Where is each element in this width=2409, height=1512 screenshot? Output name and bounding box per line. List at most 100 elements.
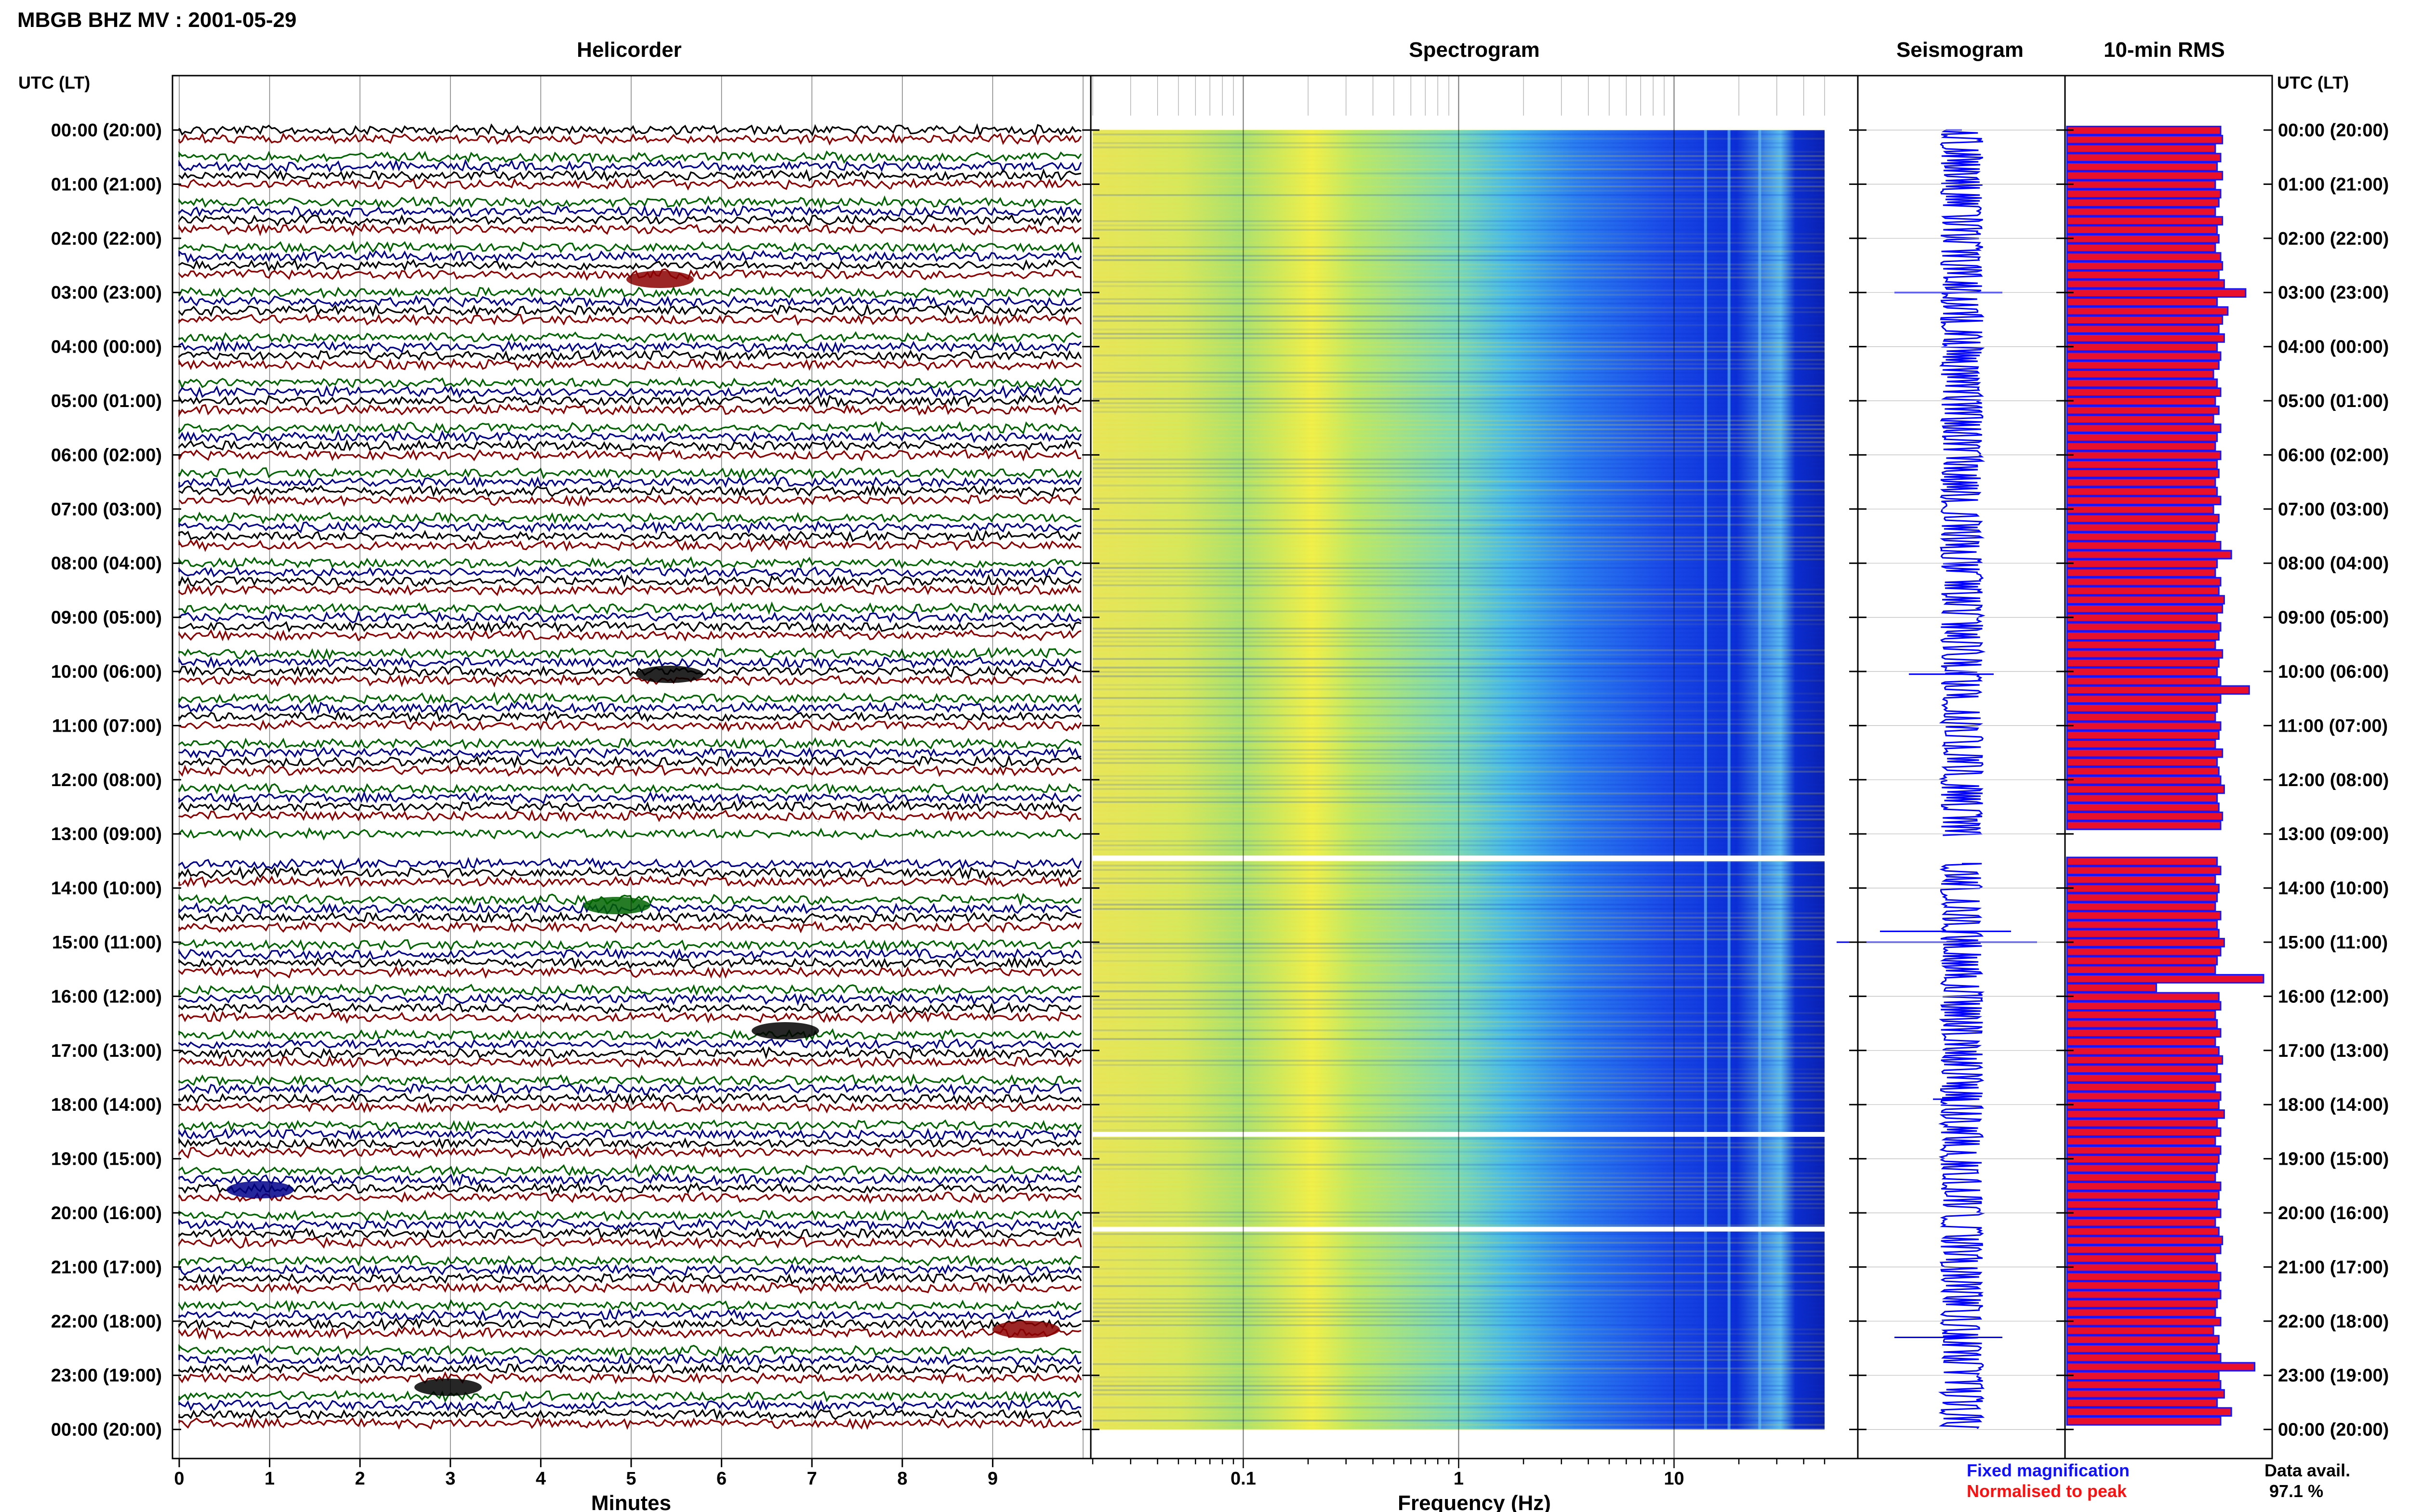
rms-bar [2066,315,2224,325]
helicorder-trace [178,893,1082,907]
helicorder-event [414,1379,482,1396]
helicorder-trace [178,1390,1082,1403]
rms-bar [2066,540,2222,551]
minute-tick-label: 7 [807,1469,817,1489]
helicorder-trace [178,665,1082,678]
rms-bar [2066,757,2218,767]
rms-bar [2066,622,2222,632]
helicorder-event [583,897,650,914]
helicorder-trace [178,1317,1082,1331]
time-label-left: 11:00 (07:00) [52,716,162,736]
helicorder-event [226,1181,294,1198]
rms-bars [2066,126,2264,1426]
helicorder-trace [178,809,1082,823]
helicorder-trace [178,376,1082,390]
helicorder-trace [178,303,1082,317]
helicorder-trace [178,592,1082,606]
rms-bar [2066,144,2216,154]
rms-bar [2066,162,2218,171]
time-label-left: 04:00 (00:00) [51,337,162,357]
helicorder-trace [178,565,1082,579]
helicorder-trace [178,1335,1082,1348]
rms-bar [2066,712,2216,722]
rms-bar [2066,1172,2216,1182]
rms-bar [2066,378,2218,388]
rms-bar [2066,306,2229,316]
helicorder-trace [178,520,1082,534]
helicorder-trace [178,412,1082,425]
rms-bar [2066,1145,2222,1155]
helicorder-trace [178,123,1082,138]
rms-bar [2066,396,2216,406]
left-axis-title: UTC (LT) [18,73,90,92]
time-label-left: 13:00 (09:00) [51,824,162,844]
helicorder-trace [178,141,1082,155]
time-label-left: 23:00 (19:00) [51,1366,162,1386]
helicorder-trace [178,1001,1082,1014]
time-label-right: 05:00 (01:00) [2278,391,2389,411]
rms-bar [2066,1416,2222,1426]
rms-bar [2066,866,2222,876]
helicorder-trace [178,548,1082,562]
rms-bar [2066,1344,2218,1354]
rms-bar [2066,252,2222,262]
helicorder-trace [178,322,1082,335]
helicorder-trace [178,394,1082,408]
time-label-right: 21:00 (17:00) [2278,1257,2389,1277]
helicorder-trace [178,403,1082,418]
rms-bar [2066,441,2216,451]
frequency-tick-label: 10 [1664,1469,1684,1489]
rms-bar [2066,739,2216,749]
helicorder-trace [178,911,1082,924]
rms-bar [2066,189,2222,198]
spectrogram-xlabel: Frequency (Hz) [1398,1491,1551,1512]
helicorder-trace [178,1254,1082,1268]
rms-bar [2066,1272,2222,1282]
right-axis-title: UTC (LT) [2277,73,2349,92]
helicorder-trace [178,1380,1082,1394]
helicorder-trace [178,656,1082,670]
rms-bar [2066,342,2218,352]
rms-bar [2066,766,2220,776]
rms-bar [2066,270,2220,280]
rms-bar [2066,685,2250,695]
time-label-right: 01:00 (21:00) [2278,174,2389,195]
rms-bar [2066,1299,2218,1309]
time-label-left: 20:00 (16:00) [51,1203,162,1223]
rms-bar [2066,1136,2216,1146]
time-label-left: 19:00 (15:00) [51,1149,162,1170]
helicorder-trace [178,610,1082,624]
time-label-left: 06:00 (02:00) [51,445,162,465]
rms-bar [2066,243,2216,253]
helicorder-trace [178,1398,1082,1412]
helicorder-trace [178,1173,1082,1187]
rms-bar [2066,225,2218,235]
rms-bar [2066,1226,2220,1236]
rms-bar [2066,387,2222,397]
helicorder-trace [178,538,1082,552]
rms-bar [2066,1064,2218,1074]
rms-bar [2066,288,2247,298]
helicorder-trace [178,1064,1082,1078]
rms-bar [2066,902,2216,911]
time-label-left: 05:00 (01:00) [51,391,162,411]
helicorder-trace [178,1199,1082,1213]
helicorder-trace [178,177,1082,191]
rms-bar [2066,297,2218,307]
helicorder-trace [178,866,1081,881]
frequency-tick-label: 0.1 [1231,1469,1256,1489]
rms-bar [2066,504,2214,514]
helicorder-trace [178,186,1082,200]
helicorder-trace [178,214,1082,227]
rms-bar [2066,469,2220,478]
helicorder-trace [178,502,1082,516]
rms-bar [2066,631,2220,641]
rms-bar [2066,1019,2218,1029]
legend-fixed-magnification: Fixed magnification [1967,1460,2130,1480]
helicorder-trace [178,158,1082,173]
rms-bar [2066,938,2225,947]
helicorder-trace [178,818,1082,832]
rms-bar [2066,802,2220,812]
helicorder-event [636,666,703,683]
axes: 00:00 (20:00) 00:00 (20:00) 01:00 (21:00) 0… [51,76,2389,1489]
